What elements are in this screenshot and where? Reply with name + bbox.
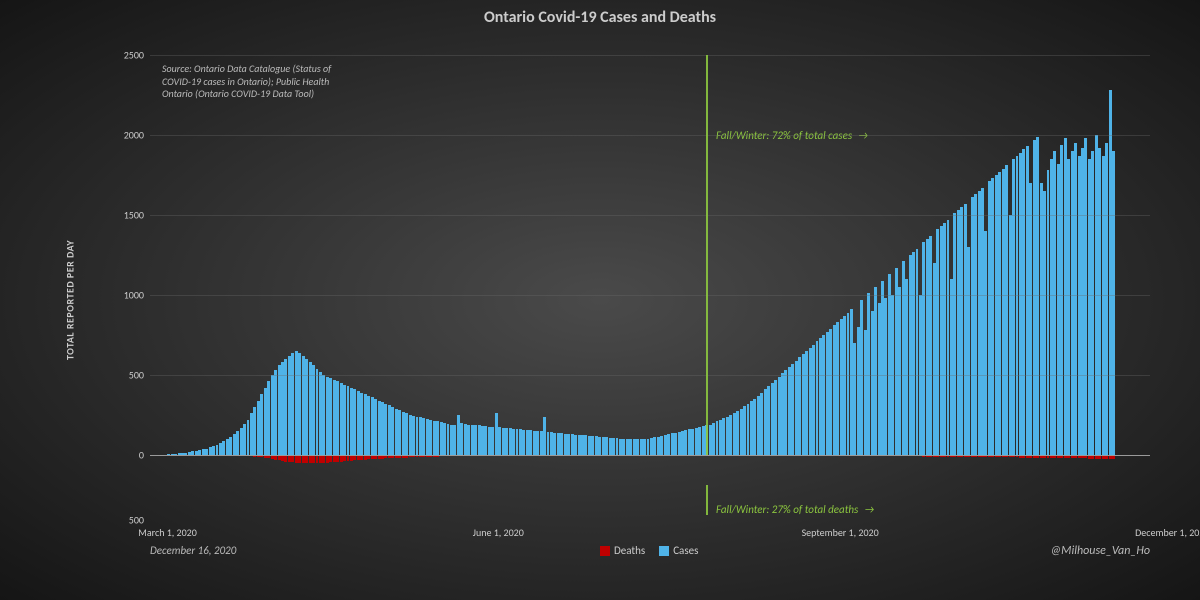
annotation-deaths: Fall/Winter: 27% of total deaths →	[716, 503, 874, 516]
x-tick-label: September 1, 2020	[802, 526, 879, 539]
y-tick-label: 1000	[110, 289, 144, 302]
annotation-deaths-text: Fall/Winter: 27% of total deaths	[716, 503, 858, 516]
gridline	[150, 215, 1150, 216]
gridline	[150, 375, 1150, 376]
legend-label: Deaths	[614, 544, 645, 557]
season-divider-line	[706, 55, 708, 455]
y-tick-label: 2000	[110, 129, 144, 142]
y-tick-label: 1500	[110, 209, 144, 222]
season-divider-line	[706, 485, 708, 515]
chart-title: Ontario Covid-19 Cases and Deaths	[0, 8, 1200, 27]
legend-item: Cases	[659, 544, 698, 557]
y-axis-label: TOTAL REPORTED PER DAY	[64, 240, 77, 360]
legend-swatch	[659, 546, 669, 556]
y-tick-label: 500	[110, 369, 144, 382]
x-tick-label: June 1, 2020	[473, 526, 524, 539]
x-tick-label: March 1, 2020	[138, 526, 197, 539]
gridline	[150, 55, 1150, 56]
legend-item: Deaths	[600, 544, 645, 557]
x-tick-label: December 1, 2020	[1135, 526, 1200, 539]
author-credit: @Milhouse_Van_Ho	[1050, 544, 1150, 558]
y-tick-label: 500	[110, 514, 144, 527]
gridline	[150, 295, 1150, 296]
legend-label: Cases	[673, 544, 698, 557]
cases-bar	[1112, 151, 1115, 455]
date-stamp: December 16, 2020	[150, 544, 236, 557]
plot-area	[150, 55, 1150, 520]
legend-swatch	[600, 546, 610, 556]
x-axis-baseline	[150, 455, 1150, 456]
y-tick-label: 0	[110, 449, 144, 462]
legend: Deaths Cases	[600, 544, 698, 557]
arrow-right-icon: →	[864, 503, 874, 516]
y-tick-label: 2500	[110, 49, 144, 62]
gridline	[150, 135, 1150, 136]
